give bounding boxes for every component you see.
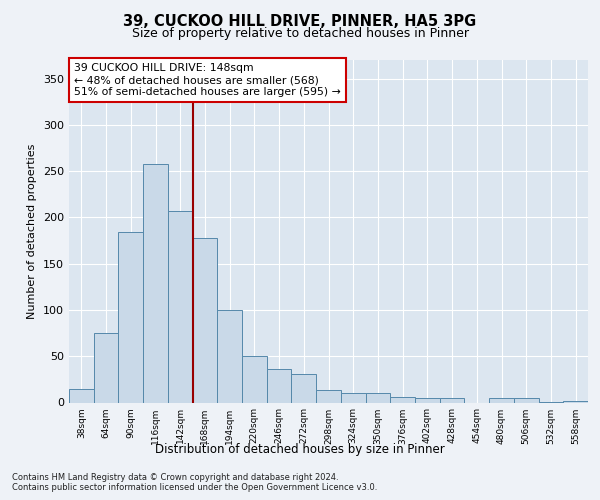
Bar <box>94 333 118 402</box>
Bar <box>242 356 267 403</box>
Bar <box>365 393 390 402</box>
Bar <box>267 369 292 402</box>
Bar <box>390 397 415 402</box>
Y-axis label: Number of detached properties: Number of detached properties <box>28 144 37 319</box>
Bar <box>489 398 514 402</box>
Bar <box>415 398 440 402</box>
Bar <box>514 398 539 402</box>
Bar <box>341 393 365 402</box>
Bar <box>292 374 316 402</box>
Text: Contains HM Land Registry data © Crown copyright and database right 2024.
Contai: Contains HM Land Registry data © Crown c… <box>12 472 377 492</box>
Bar <box>143 164 168 402</box>
Text: 39 CUCKOO HILL DRIVE: 148sqm
← 48% of detached houses are smaller (568)
51% of s: 39 CUCKOO HILL DRIVE: 148sqm ← 48% of de… <box>74 64 341 96</box>
Bar <box>316 390 341 402</box>
Text: Distribution of detached houses by size in Pinner: Distribution of detached houses by size … <box>155 442 445 456</box>
Bar <box>563 400 588 402</box>
Bar <box>217 310 242 402</box>
Bar <box>69 388 94 402</box>
Bar <box>193 238 217 402</box>
Text: Size of property relative to detached houses in Pinner: Size of property relative to detached ho… <box>131 28 469 40</box>
Bar <box>168 211 193 402</box>
Bar <box>118 232 143 402</box>
Bar <box>440 398 464 402</box>
Text: 39, CUCKOO HILL DRIVE, PINNER, HA5 3PG: 39, CUCKOO HILL DRIVE, PINNER, HA5 3PG <box>124 14 476 29</box>
